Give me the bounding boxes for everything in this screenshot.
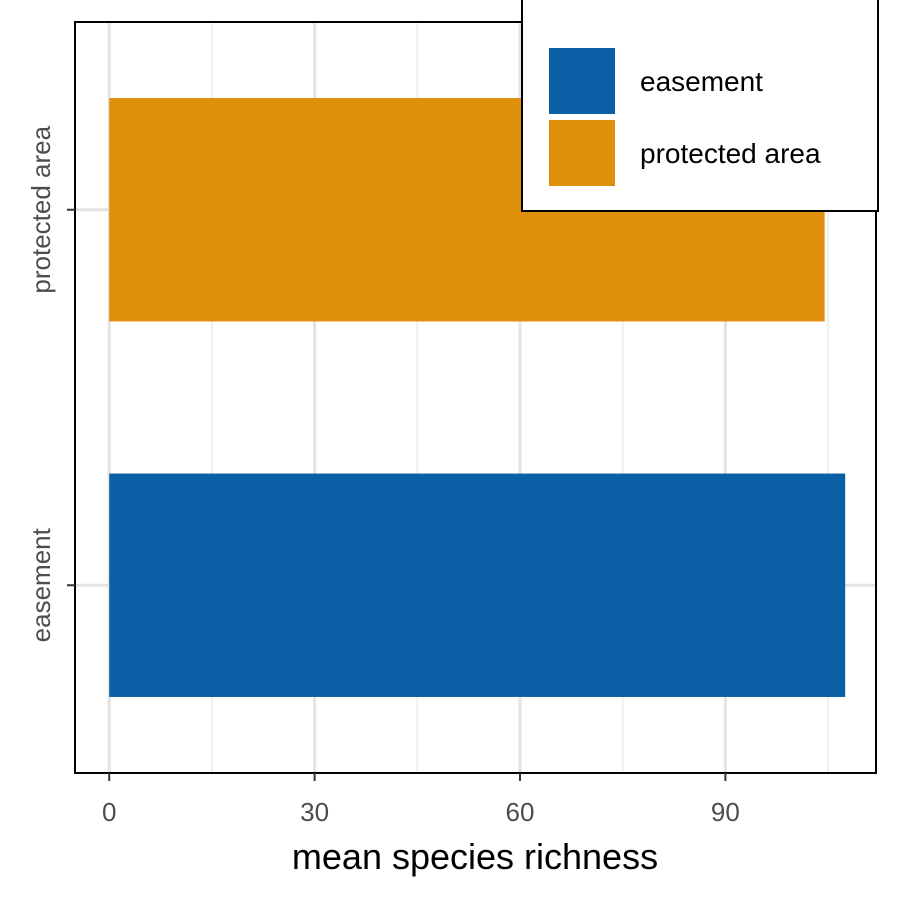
y-tick-label: protected area	[26, 125, 56, 293]
legend-key	[549, 120, 615, 186]
y-tick-label: easement	[26, 527, 56, 642]
x-tick-label: 0	[102, 797, 116, 827]
x-tick-label: 90	[711, 797, 740, 827]
legend-label: easement	[640, 66, 763, 97]
plot-border	[74, 21, 877, 774]
x-tick-label: 60	[506, 797, 535, 827]
bar-easement	[109, 473, 846, 697]
x-tick-label: 30	[300, 797, 329, 827]
x-axis-ticks: 0 30 60 90	[102, 773, 740, 827]
legend-label: protected area	[640, 138, 821, 169]
x-axis-title: mean species richness	[292, 836, 658, 877]
legend-key	[549, 48, 615, 114]
legend: easement protected area	[521, 0, 879, 212]
y-axis-ticks: easement protected area	[26, 125, 75, 642]
